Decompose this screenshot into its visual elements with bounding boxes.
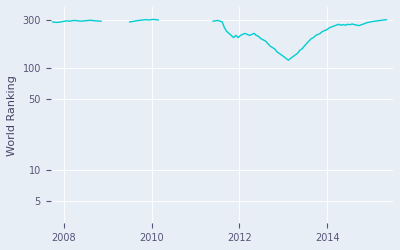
Y-axis label: World Ranking: World Ranking — [7, 75, 17, 156]
